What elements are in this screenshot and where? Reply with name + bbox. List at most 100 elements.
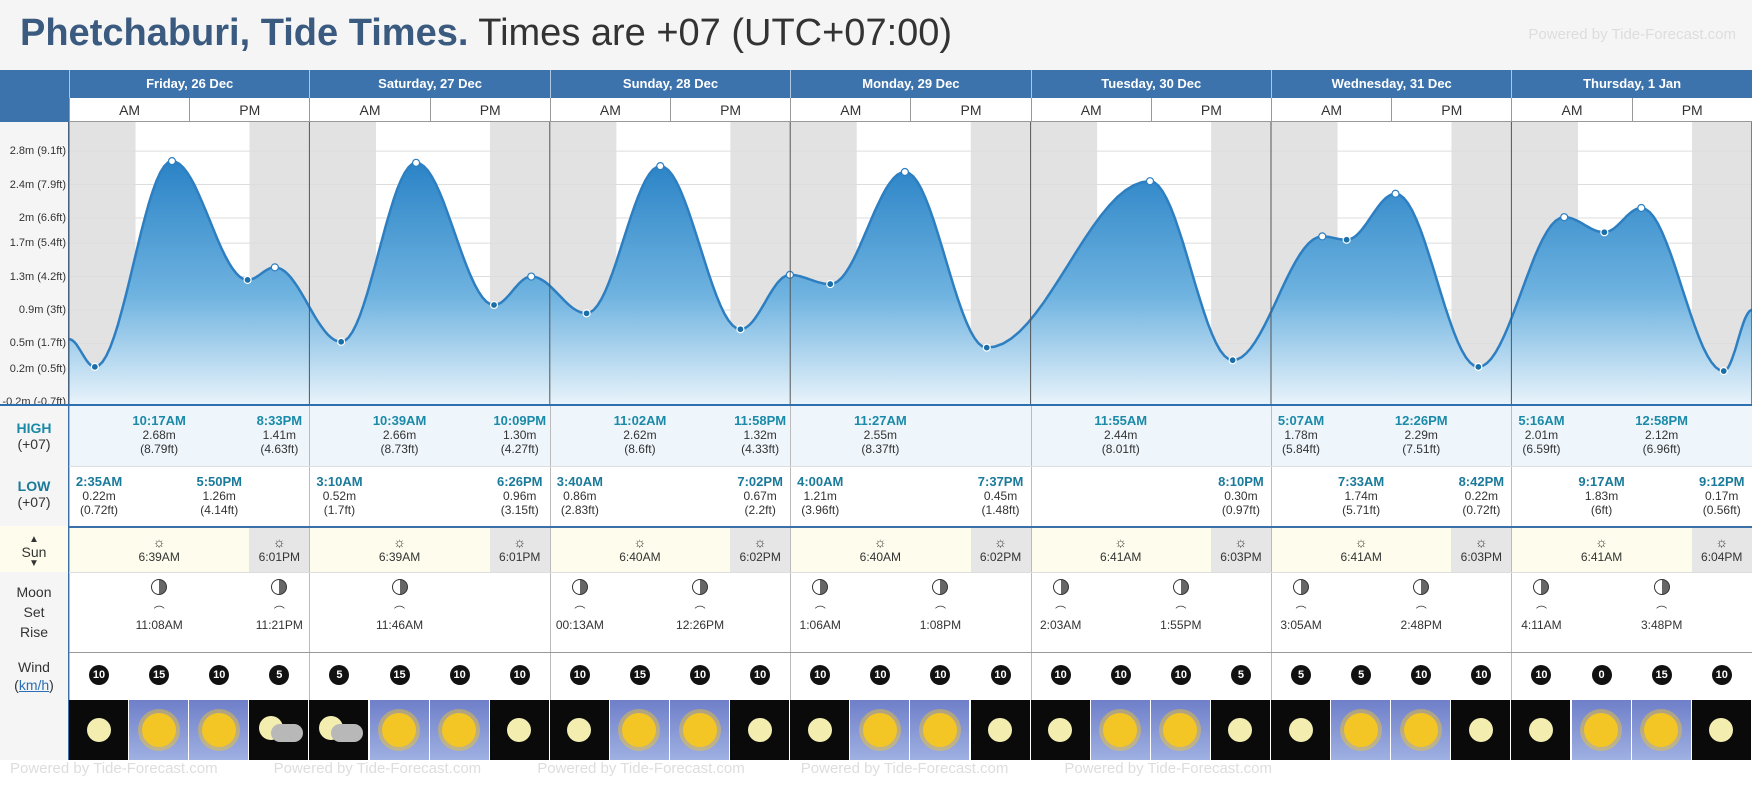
low-tide-time: 7:33AM [1338, 474, 1385, 489]
wind-entry: 10 [550, 665, 610, 685]
wind-entry: 10 [971, 665, 1031, 685]
low-tide-entry: 3:40AM 0.86m (2.83ft) [550, 474, 610, 518]
weather-cell [1511, 700, 1572, 760]
high-tide-time: 11:27AM [853, 413, 907, 428]
high-tide-point [1318, 232, 1327, 241]
wind-speed-icon: 10 [1050, 665, 1071, 685]
sunset-entry: ☼ 6:01PM [249, 528, 310, 572]
sunset-entry: ☼ 6:02PM [730, 528, 791, 572]
weather-cell [489, 700, 550, 760]
moon-weather-icon [1288, 718, 1313, 742]
low-tide-row: 2:35AM 0.22m (0.72ft) 5:50PM 1.26m (4.14ft) 3:… [69, 466, 1752, 527]
sun-title: Sun [21, 544, 47, 560]
wind-speed-icon: 10 [1110, 665, 1131, 685]
low-tide-m: 0.86m [563, 489, 597, 503]
sun-weather-icon [1103, 713, 1138, 747]
moon-title: Moon [16, 584, 52, 600]
wind-entry: 10 [1391, 665, 1451, 685]
moon-time: 1:08PM [919, 618, 962, 632]
weather-cell [249, 700, 310, 760]
sun-row: ☼ 6:39AM ☼ 6:01PM ☼ 6:39AM ☼ 6:01PM ☼ 6:40AM ☼ 6:02… [69, 526, 1752, 574]
moon-time: 11:08AM [135, 618, 183, 632]
footer-powered-by: Powered by Tide-Forecast.com [10, 760, 218, 777]
sun-label: ▲ Sun ▼ [0, 526, 69, 572]
sunrise-entry: ☼ 6:39AM [129, 528, 189, 572]
column-separator [1030, 406, 1032, 466]
high-tide-m: 2.12m [1644, 428, 1679, 442]
high-tide-m: 2.62m [623, 428, 657, 442]
wind-speed-icon: 0 [1591, 665, 1612, 685]
column-separator [69, 406, 70, 466]
moon-row: ⌒ 11:08AM ⌒ 11:21PM ⌒ 11:46AM ⌒ 00:13AM ⌒ 12:26PM… [69, 572, 1752, 653]
column-separator [1511, 528, 1513, 574]
sun-time: 6:01PM [499, 550, 541, 564]
weather-cell [730, 700, 791, 760]
high-tide-time: 11:55AM [1094, 413, 1148, 428]
wind-speed-icon: 15 [629, 665, 650, 685]
wind-speed-icon: 15 [389, 665, 410, 685]
low-tide-m: 1.21m [803, 489, 837, 503]
column-separator [549, 653, 551, 701]
sunrise-icon: ☼ [873, 534, 887, 550]
moon-phase-icon [1653, 579, 1670, 595]
wind-speed-icon: 10 [1531, 665, 1552, 685]
moon-entry: ⌒ 3:05AM [1271, 579, 1331, 632]
sunset-icon: ☼ [272, 534, 286, 550]
high-tide-m: 2.01m [1524, 428, 1559, 442]
low-tide-point [1342, 235, 1351, 244]
low-tide-entry: 7:33AM 1.74m (5.71ft) [1331, 474, 1391, 518]
pm-label: PM [1391, 98, 1512, 122]
moon-time: 11:46AM [375, 618, 424, 632]
sun-time: 6:40AM [619, 550, 661, 564]
column-separator [1511, 573, 1513, 653]
y-tick-label: 0.9m (3ft) [18, 304, 66, 316]
low-tide-time: 2:35AM [75, 474, 123, 489]
moon-entry: ⌒ 12:26PM [670, 579, 730, 632]
moon-weather-icon [1048, 718, 1073, 742]
wind-speed-icon: 10 [509, 665, 530, 685]
footer-powered-by: Powered by Tide-Forecast.com [800, 760, 1009, 777]
weather-row [69, 700, 1752, 760]
moon-phase-icon [391, 579, 408, 595]
sun-weather-icon [1584, 713, 1619, 747]
low-tide-time: 3:40AM [556, 474, 603, 489]
low-tide-time: 6:26PM [496, 474, 543, 489]
column-separator [1030, 467, 1032, 527]
high-tide-time: 11:02AM [613, 413, 667, 428]
wind-speed-icon: 10 [1411, 665, 1432, 685]
sun-time: 6:41AM [1580, 550, 1623, 564]
moon-horizon-icon: ⌒ [814, 606, 826, 618]
sunrise-entry: ☼ 6:40AM [610, 528, 670, 572]
low-tide-time: 7:37PM [977, 474, 1024, 489]
wind-entry: 10 [1151, 665, 1211, 685]
cloud-icon [271, 724, 304, 742]
high-tide-ft: (8.01ft) [1101, 442, 1140, 456]
moon-time: 11:21PM [255, 618, 303, 632]
moon-entry: ⌒ 1:06AM [790, 579, 850, 632]
low-tide-ft: (0.56ft) [1702, 503, 1741, 517]
wind-speed-icon: 10 [990, 665, 1011, 685]
weather-cell [309, 700, 370, 760]
high-tide-m: 1.78m [1284, 428, 1318, 442]
high-tide-entry: 10:17AM 2.68m (8.79ft) [129, 414, 189, 457]
high-tide-time: 5:16AM [1518, 413, 1565, 428]
low-tide-point [982, 343, 991, 352]
column-separator [69, 653, 70, 701]
moon-time: 2:48PM [1400, 618, 1442, 632]
high-tz: (+07) [17, 436, 51, 452]
wind-speed-icon: 15 [149, 665, 170, 685]
moon-horizon-icon: ⌒ [934, 606, 946, 618]
weather-cell [549, 700, 610, 760]
weather-cell [1391, 700, 1452, 760]
low-tide-time: 8:42PM [1458, 474, 1505, 489]
high-tide-entry: 11:58PM 1.32m (4.33ft) [730, 414, 790, 457]
wind-entry: 10 [1091, 665, 1151, 685]
am-label: AM [1030, 98, 1151, 122]
moon-time: 3:48PM [1640, 618, 1683, 632]
wind-unit-link[interactable]: km/h [18, 677, 50, 693]
column-separator [1271, 573, 1272, 653]
wind-speed-icon: 5 [1230, 665, 1251, 685]
high-tide-time: 5:07AM [1277, 413, 1325, 428]
wind-entry: 15 [129, 665, 189, 685]
high-tide-point [656, 162, 665, 171]
